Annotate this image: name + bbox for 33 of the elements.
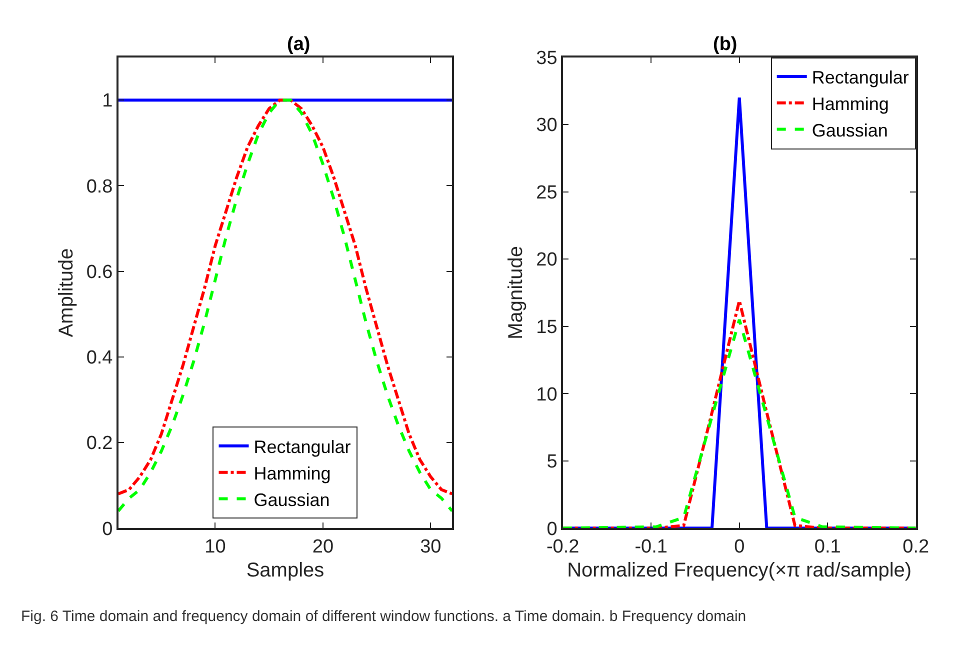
y-tick-label: 0.2 [86,433,113,454]
caption: Fig. 6 Time domain and frequency domain of different window functions. a Time domain. b Frequency domain [21,608,746,625]
x-tick-label: -0.1 [634,536,668,558]
x-tick-label: 0.1 [814,536,841,558]
y-tick-label: 0 [102,518,113,540]
chart-title: (a) [287,34,310,55]
legend-label: Rectangular [254,436,351,457]
x-tick-label: 10 [204,536,226,558]
y-tick-label: 0.4 [86,348,114,369]
legend-label: Hamming [812,94,889,114]
y-tick-label: 20 [536,250,558,271]
y-tick-label: 15 [536,316,558,338]
legend-label: Hamming [254,463,331,484]
x-tick-label: 30 [420,536,442,558]
legend-label: Gaussian [812,120,888,140]
legend-label: Gaussian [254,490,330,510]
y-tick-label: 10 [536,384,558,406]
y-tick-label: 30 [536,115,558,136]
x-axis-title: Normalized Frequency(×π rad/sample) [567,560,912,582]
y-tick-label: 0.8 [86,176,113,198]
chart-title: (b) [713,34,738,55]
x-tick-label: 20 [312,536,334,558]
y-tick-label: 0.6 [86,262,113,283]
x-axis-title: Samples [246,560,324,582]
y-tick-label: 25 [536,182,558,204]
y-tick-label: 5 [546,452,558,473]
legend-label: Rectangular [812,67,909,88]
y-tick-label: 1 [102,90,113,112]
y-axis-title: Magnitude [505,246,528,340]
x-tick-label: 0 [734,536,745,558]
y-axis-title: Amplitude [55,248,78,338]
x-tick-label: 0.2 [902,536,930,558]
y-tick-label: 35 [536,48,558,69]
